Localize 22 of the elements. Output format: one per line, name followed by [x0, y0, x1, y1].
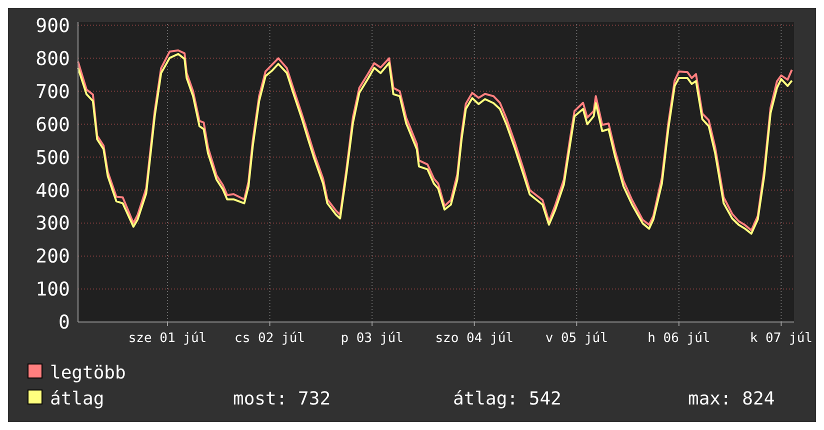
y-tick-label: 400	[36, 180, 70, 202]
text: max: 824	[688, 388, 775, 410]
x-tick-label: k 07 júl	[750, 331, 813, 346]
x-tick-label: p 03 júl	[340, 331, 404, 346]
y-tick-label: 0	[58, 312, 70, 334]
y-tick-label: 300	[36, 212, 70, 235]
y-tick-label: 200	[36, 246, 70, 268]
y-tick-label: 900	[36, 14, 70, 37]
y-tick-label: 800	[36, 48, 70, 70]
legend-label: átlag	[50, 388, 104, 410]
text: most: 732	[233, 388, 331, 410]
y-tick-label: 600	[36, 114, 70, 136]
legend-label: legtöbb	[50, 362, 126, 384]
x-tick-label: v 05 júl	[545, 331, 608, 346]
x-tick-label: sze 01 júl	[128, 331, 207, 346]
text: átlag: 542	[453, 388, 562, 410]
y-tick-label: 700	[36, 80, 70, 103]
x-tick-label: szo 04 júl	[435, 331, 514, 346]
x-tick-label: cs 02 júl	[234, 331, 306, 346]
y-tick-label: 500	[36, 146, 70, 169]
x-tick-label: h 06 júl	[648, 331, 710, 346]
y-tick-label: 100	[36, 278, 70, 301]
